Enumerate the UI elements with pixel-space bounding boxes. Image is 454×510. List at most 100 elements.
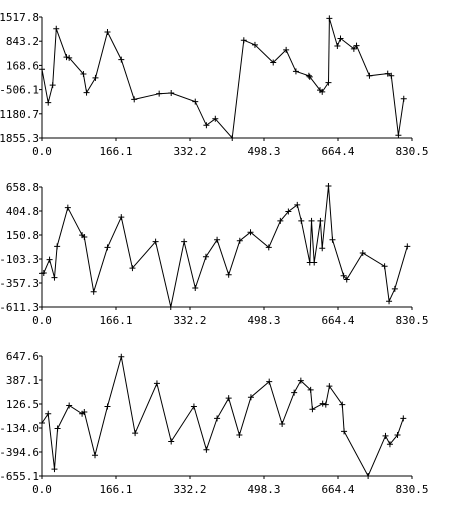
data-point-marker (341, 428, 348, 435)
data-point-marker (404, 243, 411, 250)
data-point-marker (340, 272, 347, 279)
data-point-marker (40, 269, 47, 276)
data-point-marker (153, 380, 160, 387)
data-point-marker (325, 182, 332, 189)
data-point-marker (343, 276, 350, 283)
y-tick-label: -1855.3 (0, 132, 39, 145)
data-point-marker (311, 259, 318, 266)
data-point-marker (64, 204, 71, 211)
x-tick-label: 332.2 (173, 483, 206, 496)
data-point-marker (319, 88, 326, 95)
y-tick-label: 126.5 (6, 398, 39, 411)
data-point-marker (66, 402, 73, 409)
data-point-marker (297, 377, 304, 384)
data-point-marker (225, 271, 232, 278)
data-point-marker (270, 59, 277, 66)
data-point-marker (46, 256, 53, 263)
data-point-marker (353, 42, 360, 49)
line-chart-bottom: 647.6 387.1 126.5 -134.0 -394.6 -655.10.0 166.… (0, 350, 429, 496)
data-point-marker (326, 383, 333, 390)
data-point-marker (291, 389, 298, 396)
data-point-marker (51, 274, 58, 281)
x-tick-label: 0.0 (32, 483, 52, 496)
data-point-marker (283, 46, 290, 53)
data-point-marker (212, 115, 219, 122)
data-point-marker (395, 132, 402, 139)
y-tick-label: 1517.8 (0, 11, 39, 24)
data-point-marker (382, 432, 389, 439)
x-tick-label: 830.5 (395, 314, 428, 327)
y-tick-label: -357.3 (0, 277, 39, 290)
data-point-marker (394, 431, 401, 438)
data-point-marker (366, 72, 373, 79)
data-point-marker (337, 35, 344, 42)
data-point-marker (365, 472, 372, 479)
x-tick-label: 166.1 (99, 145, 132, 158)
x-tick-label: 498.3 (247, 314, 280, 327)
data-point-marker (384, 70, 391, 77)
data-point-marker (386, 441, 393, 448)
data-point-marker (51, 466, 58, 473)
data-point-marker (277, 217, 284, 224)
data-point-marker (45, 99, 52, 106)
data-point-marker (152, 238, 159, 245)
y-tick-label: 168.6 (6, 59, 39, 72)
data-point-marker (66, 54, 73, 61)
line-chart-top: 1517.8 843.2 168.6 -506.1 -1180.7 -1855.30.0 1… (0, 11, 429, 158)
data-point-marker (294, 201, 301, 208)
data-point-marker (306, 73, 313, 80)
data-point-marker (192, 284, 199, 291)
data-point-marker (168, 438, 175, 445)
data-point-marker (305, 72, 312, 79)
y-tick-label: 843.2 (6, 35, 39, 48)
data-point-marker (251, 41, 258, 48)
data-point-marker (192, 98, 199, 105)
data-point-marker (326, 15, 333, 22)
y-tick-label: 150.8 (6, 229, 39, 242)
data-point-marker (80, 70, 87, 77)
data-point-marker (203, 122, 210, 129)
data-point-marker (45, 410, 52, 417)
data-point-marker (132, 430, 139, 437)
data-point-marker (319, 245, 326, 252)
data-point-marker (319, 400, 326, 407)
x-tick-label: 498.3 (247, 483, 280, 496)
data-point-marker (81, 408, 88, 415)
x-tick-label: 332.2 (173, 314, 206, 327)
y-tick-label: 404.8 (6, 205, 39, 218)
data-point-marker (104, 403, 111, 410)
data-point-marker (329, 236, 336, 243)
x-tick-label: 332.2 (173, 145, 206, 158)
data-point-marker (400, 95, 407, 102)
series-line-top (41, 18, 405, 140)
data-point-marker (391, 285, 398, 292)
data-point-marker (214, 415, 221, 422)
data-point-marker (292, 68, 299, 75)
x-tick-label: 0.0 (32, 314, 52, 327)
data-point-marker (298, 217, 305, 224)
data-point-marker (202, 253, 209, 260)
data-point-marker (266, 378, 273, 385)
x-tick-label: 0.0 (32, 145, 52, 158)
data-point-marker (236, 237, 243, 244)
data-point-marker (104, 28, 111, 35)
data-point-marker (104, 244, 111, 251)
data-point-marker (190, 403, 197, 410)
x-tick-label: 830.5 (395, 145, 428, 158)
data-point-marker (400, 415, 407, 422)
y-tick-label: -506.1 (0, 84, 39, 97)
x-tick-label: 664.4 (321, 145, 354, 158)
x-tick-label: 166.1 (99, 483, 132, 496)
x-tick-label: 830.5 (395, 483, 428, 496)
data-point-marker (229, 134, 236, 141)
data-point-marker (322, 401, 329, 408)
data-point-marker (167, 303, 174, 310)
data-point-marker (265, 244, 272, 251)
x-tick-label: 664.4 (321, 314, 354, 327)
data-point-marker (92, 74, 99, 81)
y-tick-label: 658.8 (6, 181, 39, 194)
x-tick-label: 166.1 (99, 314, 132, 327)
data-point-marker (350, 45, 357, 52)
data-point-marker (83, 89, 90, 96)
